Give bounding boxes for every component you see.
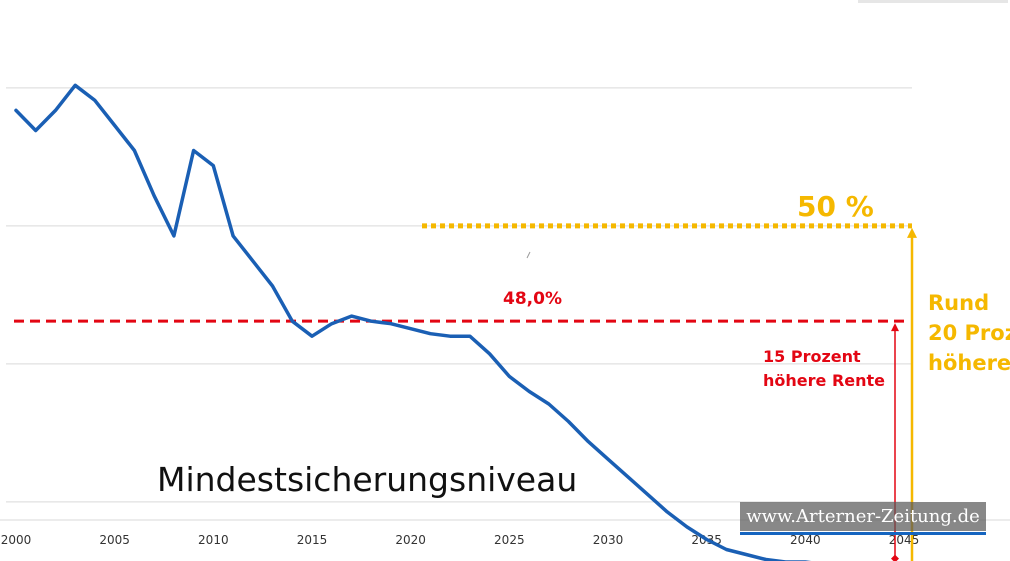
x-tick-label-2005: 2005 — [99, 533, 130, 547]
top-corner-bar — [858, 0, 1008, 3]
x-tick-label-2030: 2030 — [593, 533, 624, 547]
yellow-reference-label: 50 % — [797, 190, 874, 223]
watermark: www.Arterner-Zeitung.de — [740, 502, 986, 531]
x-tick-label-2045: 2045 — [889, 533, 920, 547]
red-arrow-base — [891, 554, 899, 561]
x-tick-label-2025: 2025 — [494, 533, 525, 547]
yellow-annotation-line1: Rund — [928, 291, 989, 315]
red-reference-label: 48,0% — [503, 289, 562, 309]
series-line-0 — [14, 83, 812, 561]
annotation-layer: Mindestsicherungsniveau 15 Prozent höher… — [157, 291, 1010, 499]
x-tick-label-2010: 2010 — [198, 533, 229, 547]
red-arrow-head — [891, 323, 899, 332]
yellow-annotation-line2: 20 Proze — [928, 321, 1010, 345]
yellow-annotation-line3: höhere I — [928, 351, 1010, 375]
x-tick-label-2040: 2040 — [790, 533, 821, 547]
mindestsicherungsniveau-label: Mindestsicherungsniveau — [157, 460, 577, 499]
x-tick-label-2015: 2015 — [297, 533, 328, 547]
x-axis-ticks: 2000 2005 2010 2015 2020 2025 2030 2035 2040 2045 — [1, 533, 920, 547]
reference-lines: 48,0% 50 % — [14, 190, 912, 323]
yellow-arrow-head — [907, 227, 917, 238]
watermark-underline — [740, 532, 986, 535]
x-tick-label-2000: 2000 — [1, 533, 32, 547]
x-tick-label-2020: 2020 — [395, 533, 426, 547]
red-label-leader — [526, 251, 531, 259]
red-annotation-line2: höhere Rente — [763, 371, 885, 390]
red-annotation-line1: 15 Prozent — [763, 347, 861, 366]
